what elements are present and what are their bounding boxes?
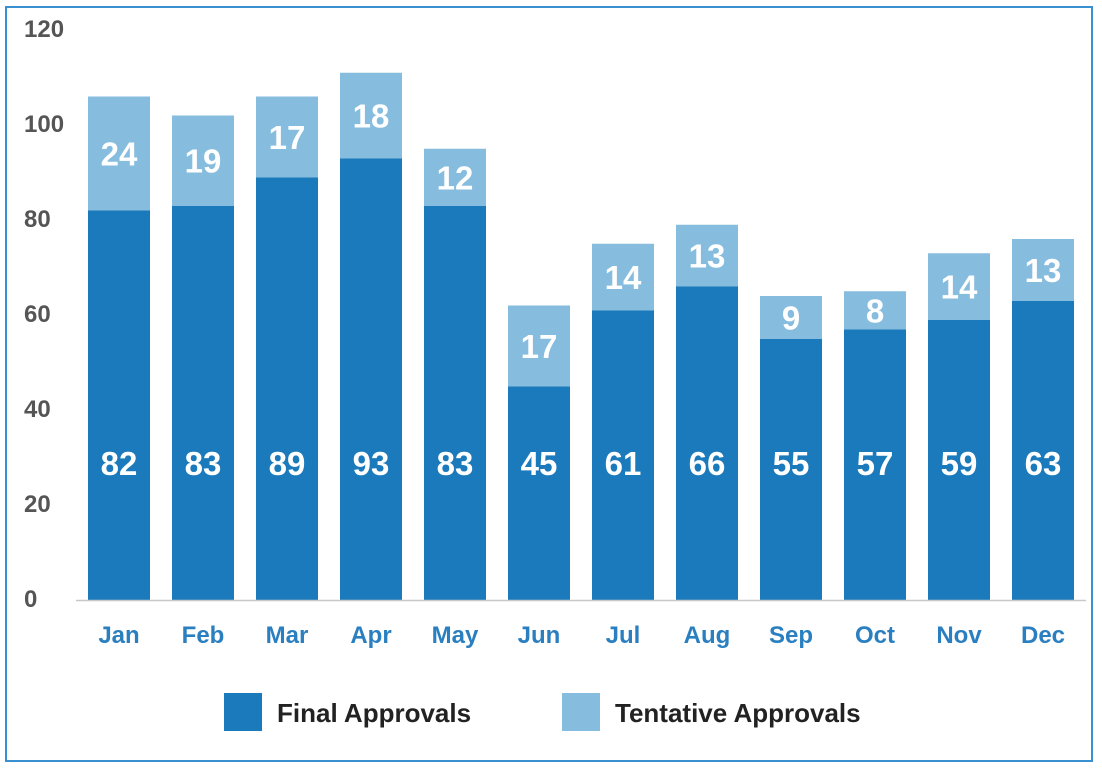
data-label-tentative: 19 (185, 143, 222, 180)
data-label-final: 57 (857, 445, 894, 482)
data-label-final: 63 (1025, 445, 1062, 482)
data-label-tentative: 17 (521, 328, 558, 365)
data-label-tentative: 14 (941, 269, 978, 306)
y-tick-label: 100 (24, 111, 64, 138)
bar-tentative-jul (592, 243, 654, 311)
x-tick-label: Jan (98, 622, 139, 649)
x-tick-label: Jun (518, 622, 561, 649)
y-tick-label: 120 (24, 16, 64, 43)
bar-final-jul (592, 310, 654, 600)
y-tick-label: 40 (24, 396, 51, 423)
y-tick-label: 0 (24, 586, 37, 613)
bar-tentative-mar (256, 96, 318, 178)
bar-tentative-may (424, 148, 486, 206)
bar-tentative-jun (508, 305, 570, 387)
legend-swatch-tentative (562, 693, 600, 731)
bar-tentative-oct (844, 291, 906, 330)
x-tick-label: Sep (769, 622, 813, 649)
bar-final-mar (256, 177, 318, 600)
legend-label-final: Final Approvals (277, 698, 471, 728)
bar-final-apr (340, 158, 402, 600)
bar-final-jun (508, 386, 570, 600)
bar-tentative-apr (340, 72, 402, 159)
bar-final-nov (928, 319, 990, 600)
x-tick-label: Jul (606, 622, 641, 649)
bar-tentative-jan (88, 96, 150, 211)
data-label-final: 55 (773, 445, 810, 482)
bar-tentative-dec (1012, 239, 1074, 301)
x-tick-label: Apr (350, 622, 391, 649)
bar-tentative-sep (760, 296, 822, 339)
data-label-tentative: 13 (689, 238, 726, 275)
x-tick-label: Aug (684, 622, 731, 649)
data-label-tentative: 24 (101, 136, 138, 173)
bar-tentative-feb (172, 115, 234, 206)
y-tick-label: 60 (24, 301, 51, 328)
y-tick-label: 20 (24, 491, 51, 518)
data-label-tentative: 9 (782, 299, 800, 336)
legend-label-tentative: Tentative Approvals (615, 698, 861, 728)
data-label-tentative: 14 (605, 259, 642, 296)
bar-final-jan (88, 210, 150, 600)
data-label-final: 45 (521, 445, 558, 482)
data-label-final: 83 (185, 445, 222, 482)
bar-tentative-nov (928, 253, 990, 320)
bar-final-sep (760, 338, 822, 600)
data-label-final: 89 (269, 445, 306, 482)
data-label-final: 82 (101, 445, 138, 482)
y-tick-label: 80 (24, 206, 51, 233)
data-label-final: 61 (605, 445, 642, 482)
data-label-final: 59 (941, 445, 978, 482)
bar-final-may (424, 205, 486, 600)
data-label-tentative: 17 (269, 119, 306, 156)
bar-final-feb (172, 205, 234, 600)
data-label-tentative: 8 (866, 292, 884, 329)
bar-final-dec (1012, 300, 1074, 600)
bar-tentative-aug (676, 224, 738, 287)
x-tick-label: Mar (266, 622, 309, 649)
legend-swatch-final (224, 693, 262, 731)
data-label-tentative: 18 (353, 98, 390, 135)
data-label-tentative: 12 (437, 159, 474, 196)
x-tick-label: Nov (936, 622, 982, 649)
x-tick-label: Dec (1021, 622, 1065, 649)
bar-final-aug (676, 286, 738, 600)
x-tick-label: Oct (855, 622, 895, 649)
data-label-final: 66 (689, 445, 726, 482)
data-label-final: 83 (437, 445, 474, 482)
x-tick-label: May (432, 622, 479, 649)
data-label-tentative: 13 (1025, 252, 1062, 289)
x-tick-label: Feb (182, 622, 225, 649)
data-label-final: 93 (353, 445, 390, 482)
bar-final-oct (844, 329, 906, 600)
